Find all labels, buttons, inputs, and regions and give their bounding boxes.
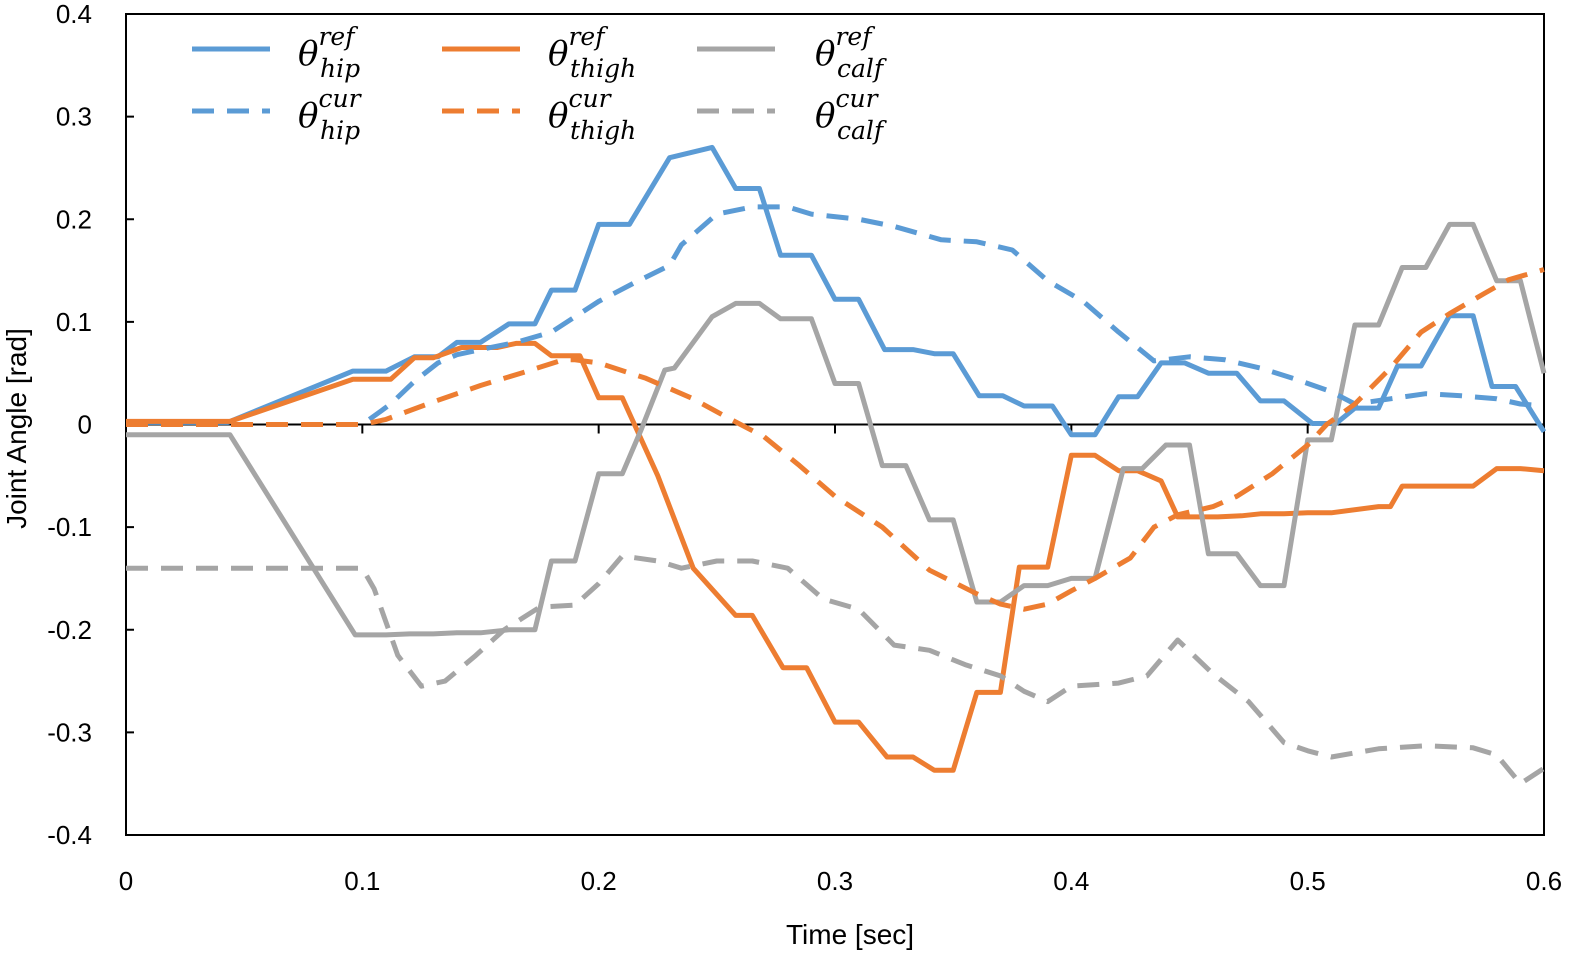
legend-label: θref calf — [815, 22, 887, 83]
legend-entry-calf-cur: θcur calf — [697, 84, 887, 145]
series-line-calf-cur — [126, 553, 1546, 787]
series-line-calf-ref — [126, 221, 1547, 638]
legend-entry-hip-ref: θref hip — [192, 22, 360, 83]
x-tick-label: 0.4 — [1053, 866, 1089, 896]
x-axis-title: Time [sec] — [786, 919, 914, 950]
legend-entry-hip-cur: θcur hip — [192, 84, 363, 145]
series-line-hip-cur — [126, 204, 1545, 427]
y-tick-label: -0.4 — [47, 820, 92, 850]
y-tick-label: -0.2 — [47, 615, 92, 645]
y-tick-label: 0.4 — [56, 0, 92, 29]
legend: θref hip θref thigh θref calf θcur hip θcur thigh… — [192, 22, 887, 145]
x-tick-label: 0.2 — [581, 866, 617, 896]
legend-entry-calf-ref: θref calf — [697, 22, 887, 83]
y-tick-label: 0.2 — [56, 204, 92, 234]
axes: -0.4 -0.3 -0.2 -0.1 0 0.1 0.2 0.3 0.4 0 0.1 0.2 0.3 0… — [47, 0, 1562, 896]
y-tick-label: 0.3 — [56, 102, 92, 132]
x-tick-label: 0 — [119, 866, 133, 896]
y-tick-label: -0.1 — [47, 512, 92, 542]
y-tick-label: 0 — [78, 410, 92, 440]
legend-entry-thigh-cur: θcur thigh — [442, 84, 636, 145]
legend-entry-thigh-ref: θref thigh — [442, 22, 636, 83]
x-tick-label: 0.3 — [817, 866, 853, 896]
legend-label: θcur hip — [298, 84, 363, 145]
x-tick-label: 0.6 — [1526, 866, 1562, 896]
legend-label: θref thigh — [548, 22, 636, 83]
y-tick-label: -0.3 — [47, 717, 92, 747]
series-line-thigh-cur — [126, 267, 1545, 612]
x-tick-label: 0.1 — [344, 866, 380, 896]
y-tick-label: 0.1 — [56, 307, 92, 337]
series-line-hip-ref — [126, 144, 1547, 438]
legend-label: θcur thigh — [548, 84, 636, 145]
y-axis-title: Joint Angle [rad] — [1, 328, 32, 529]
series-lines — [126, 144, 1547, 787]
x-tick-label: 0.5 — [1290, 866, 1326, 896]
legend-label: θcur calf — [815, 84, 887, 145]
series-line-thigh-ref — [126, 340, 1545, 773]
legend-label: θref hip — [298, 22, 360, 83]
